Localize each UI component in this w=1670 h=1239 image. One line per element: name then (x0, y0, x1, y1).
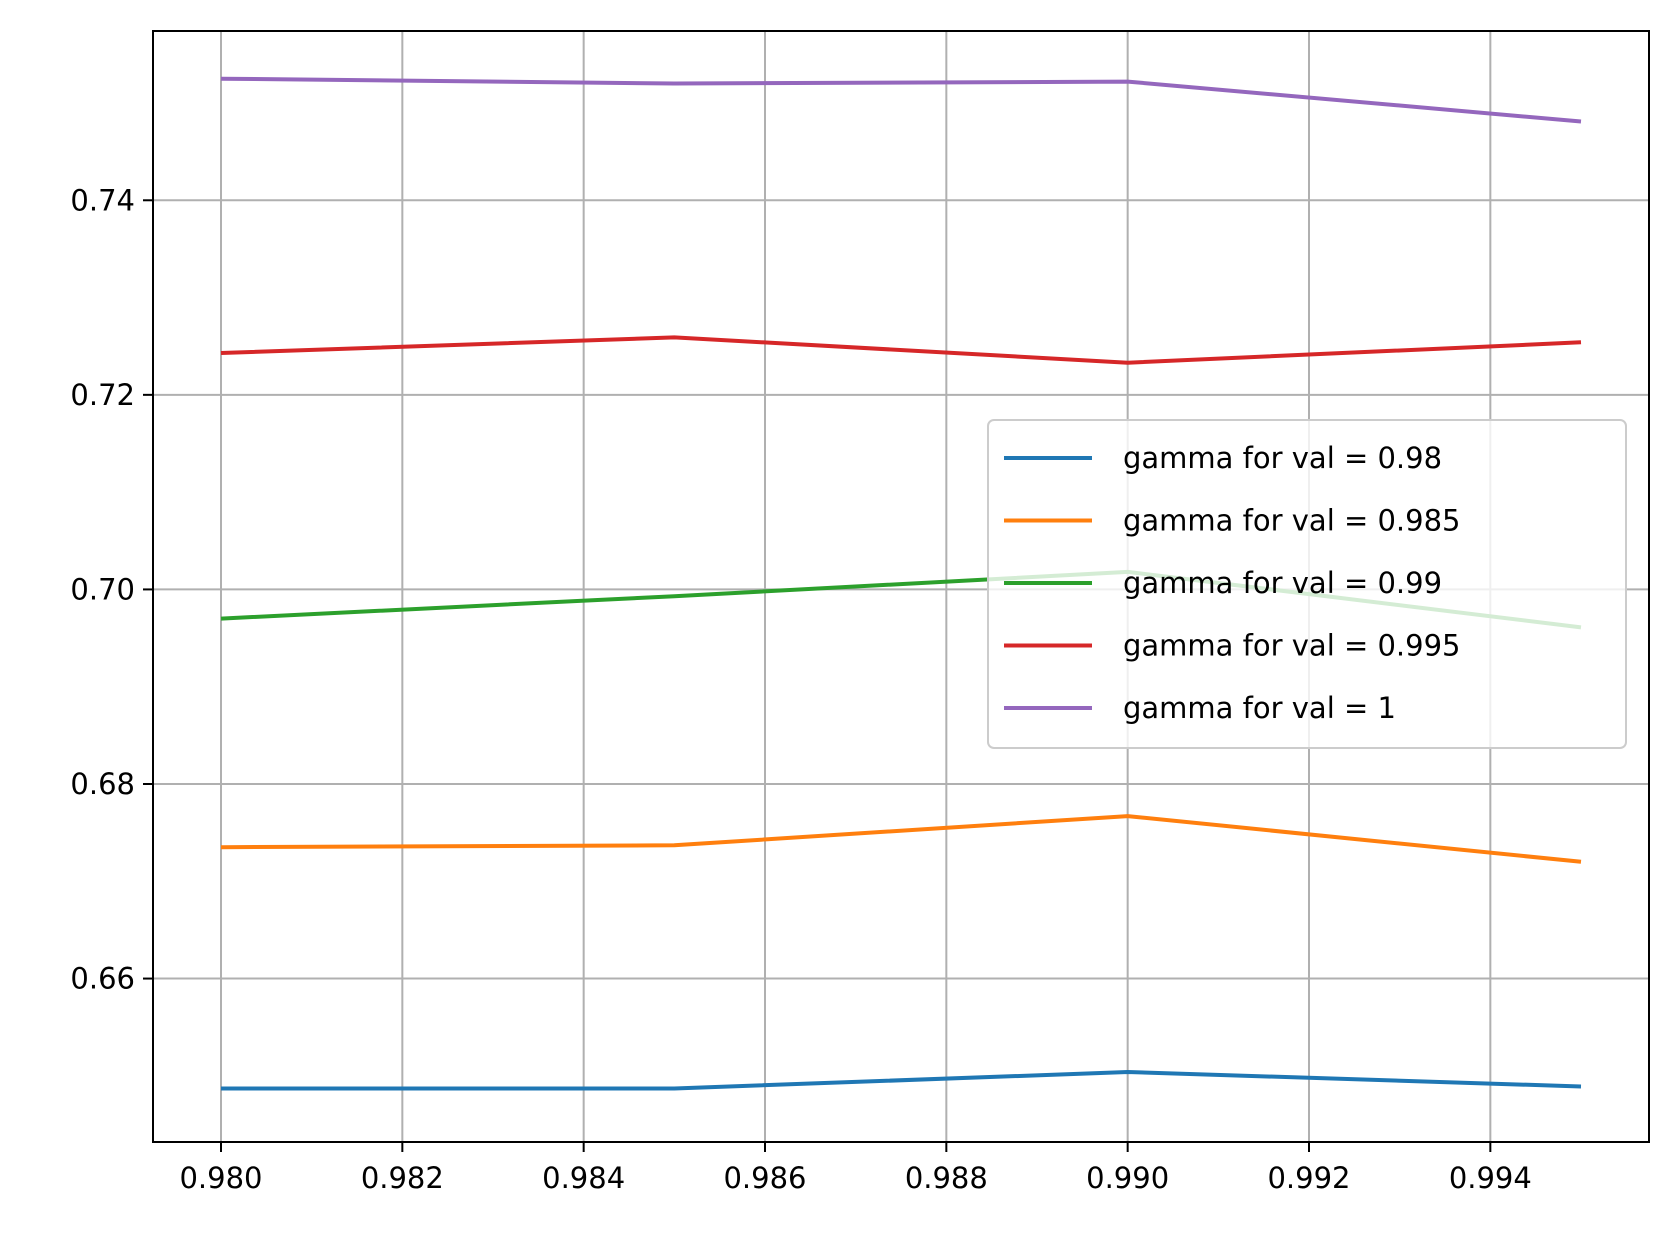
x-tick-label: 0.994 (1449, 1161, 1532, 1195)
x-tick-label: 0.980 (179, 1161, 262, 1195)
legend: gamma for val = 0.98 gamma for val = 0.98… (987, 419, 1627, 749)
y-tick-label: 0.74 (70, 183, 135, 217)
legend-label: gamma for val = 0.99 (1123, 566, 1442, 600)
x-tick-label: 0.992 (1267, 1161, 1350, 1195)
y-tick-label: 0.70 (70, 572, 135, 606)
y-tick-label: 0.72 (70, 378, 135, 412)
legend-box (987, 419, 1627, 749)
series-line (220, 335, 1582, 365)
x-tick-label: 0.982 (361, 1161, 444, 1195)
series-line (220, 814, 1582, 864)
legend-label: gamma for val = 0.985 (1123, 504, 1461, 538)
y-tick-label: 0.68 (70, 767, 135, 801)
x-tick-label: 0.990 (1086, 1161, 1169, 1195)
legend-label: gamma for val = 0.98 (1123, 441, 1442, 475)
y-tick-label: 0.66 (70, 962, 135, 996)
legend-label: gamma for val = 1 (1123, 691, 1396, 725)
y-axis: 0.66 0.68 0.70 0.72 0.74 (70, 183, 153, 996)
x-tick-label: 0.988 (905, 1161, 988, 1195)
x-tick-label: 0.986 (723, 1161, 806, 1195)
series-line (221, 1070, 1582, 1091)
x-tick-label: 0.984 (542, 1161, 625, 1195)
legend-label: gamma for val = 0.995 (1123, 629, 1461, 663)
plot-frame (152, 30, 1650, 1143)
x-axis: 0.980 0.982 0.984 0.986 0.988 0.990 0.992 0.994 (179, 1142, 1532, 1195)
series-line (220, 76, 1582, 124)
